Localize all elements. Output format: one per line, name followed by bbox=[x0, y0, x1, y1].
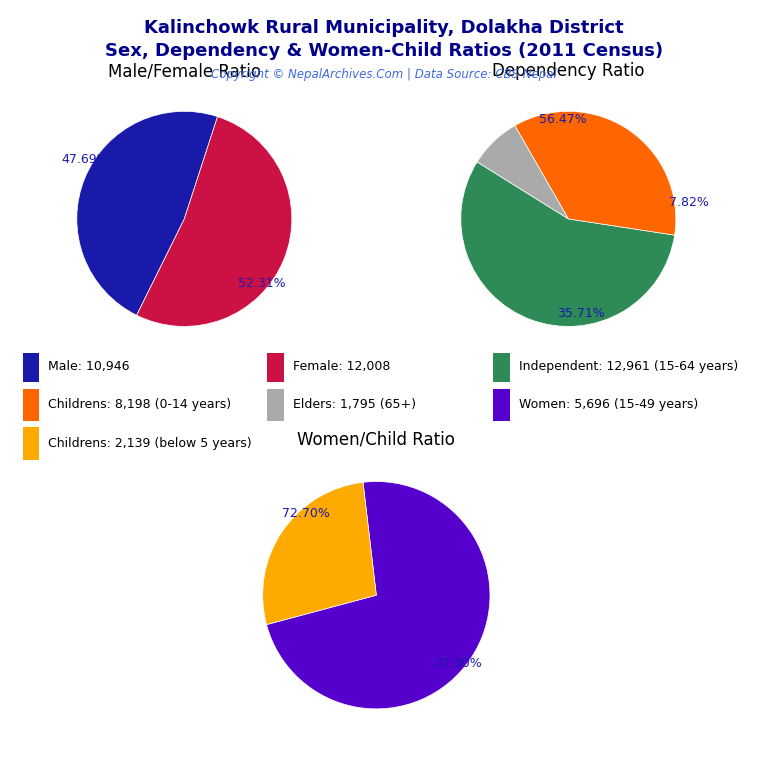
Bar bbox=[23, 428, 39, 460]
Text: Elders: 1,795 (65+): Elders: 1,795 (65+) bbox=[293, 399, 416, 412]
Text: Childrens: 8,198 (0-14 years): Childrens: 8,198 (0-14 years) bbox=[48, 399, 231, 412]
Title: Male/Female Ratio: Male/Female Ratio bbox=[108, 62, 261, 80]
Text: 56.47%: 56.47% bbox=[539, 114, 587, 127]
Text: 72.70%: 72.70% bbox=[282, 507, 329, 520]
Bar bbox=[267, 389, 284, 421]
Wedge shape bbox=[461, 162, 674, 326]
Wedge shape bbox=[137, 117, 292, 326]
Text: Women: 5,696 (15-49 years): Women: 5,696 (15-49 years) bbox=[518, 399, 698, 412]
Wedge shape bbox=[266, 482, 490, 709]
Bar bbox=[493, 389, 510, 421]
Text: 35.71%: 35.71% bbox=[558, 307, 605, 320]
Text: Male: 10,946: Male: 10,946 bbox=[48, 359, 130, 372]
Bar bbox=[267, 350, 284, 382]
Text: Sex, Dependency & Women-Child Ratios (2011 Census): Sex, Dependency & Women-Child Ratios (20… bbox=[105, 42, 663, 60]
Text: 47.69%: 47.69% bbox=[61, 154, 109, 166]
Bar bbox=[23, 389, 39, 421]
Bar bbox=[23, 350, 39, 382]
Text: Kalinchowk Rural Municipality, Dolakha District: Kalinchowk Rural Municipality, Dolakha D… bbox=[144, 19, 624, 37]
Title: Dependency Ratio: Dependency Ratio bbox=[492, 62, 644, 80]
Wedge shape bbox=[515, 111, 676, 235]
Wedge shape bbox=[477, 126, 568, 219]
Title: Women/Child Ratio: Women/Child Ratio bbox=[297, 431, 455, 449]
Wedge shape bbox=[77, 111, 217, 315]
Wedge shape bbox=[263, 482, 376, 624]
Text: 52.31%: 52.31% bbox=[238, 277, 286, 290]
Text: Independent: 12,961 (15-64 years): Independent: 12,961 (15-64 years) bbox=[518, 359, 738, 372]
Text: 7.82%: 7.82% bbox=[669, 197, 709, 209]
Text: Female: 12,008: Female: 12,008 bbox=[293, 359, 390, 372]
Bar bbox=[493, 350, 510, 382]
Text: Copyright © NepalArchives.Com | Data Source: CBS Nepal: Copyright © NepalArchives.Com | Data Sou… bbox=[211, 68, 557, 81]
Text: Childrens: 2,139 (below 5 years): Childrens: 2,139 (below 5 years) bbox=[48, 437, 252, 450]
Text: 27.30%: 27.30% bbox=[434, 657, 482, 670]
